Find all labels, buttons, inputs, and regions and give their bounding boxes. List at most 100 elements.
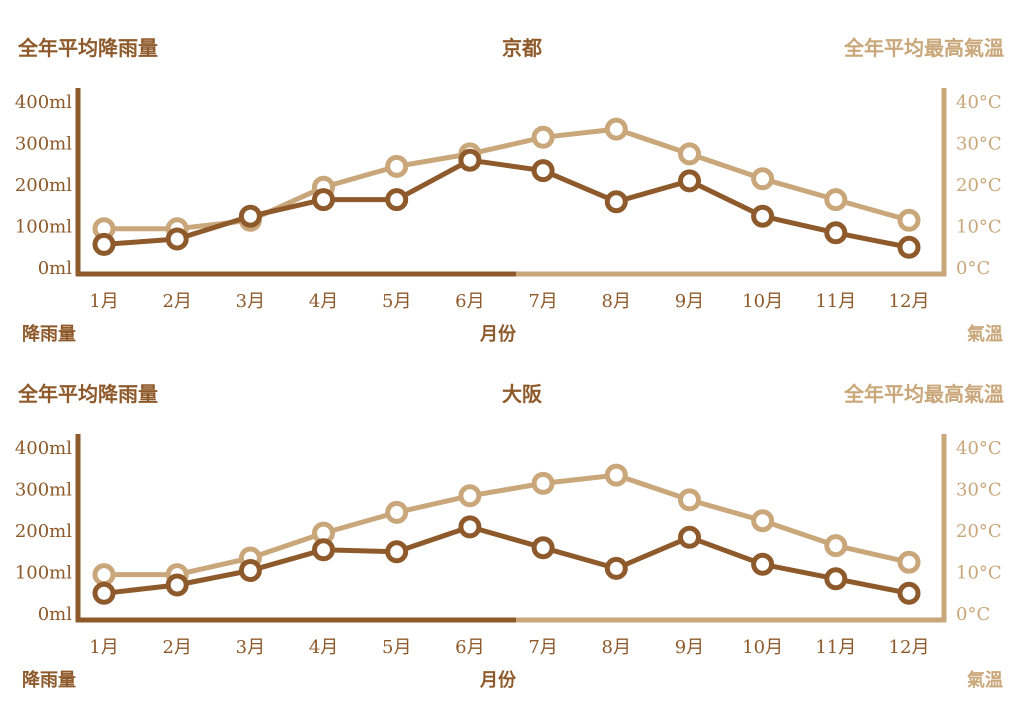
rain-sub-label: 降雨量 xyxy=(22,669,76,691)
x-tick-label: 6月 xyxy=(455,637,484,658)
temp-sub-label: 氣溫 xyxy=(967,323,1003,345)
x-tick-label: 5月 xyxy=(382,637,411,658)
right-tick-label: 40°C xyxy=(956,438,1002,459)
rainfall-point xyxy=(751,204,775,228)
temperature-point xyxy=(531,125,555,149)
temperature-point xyxy=(604,463,628,487)
right-tick-label: 20°C xyxy=(956,521,1002,542)
left-tick-label: 0ml xyxy=(38,258,73,279)
rainfall-point xyxy=(458,515,482,539)
x-tick-label: 1月 xyxy=(89,291,118,312)
x-tick-label: 3月 xyxy=(236,637,265,658)
rainfall-point xyxy=(897,235,921,259)
rainfall-line xyxy=(103,524,910,596)
x-tick-label: 8月 xyxy=(602,291,631,312)
right-tick-label: 10°C xyxy=(956,563,1002,584)
temperature-point xyxy=(824,188,848,212)
chart-1: 全年平均降雨量 京都 全年平均最高氣溫 0ml 100ml 200ml 300ml 400ml… xyxy=(15,36,1004,345)
left-tick-label: 100ml xyxy=(15,563,72,584)
x-tick-label: 8月 xyxy=(602,637,631,658)
x-tick-label: 12月 xyxy=(889,291,930,312)
temperature-point xyxy=(678,488,701,512)
left-axis-title: 全年平均降雨量 xyxy=(17,36,158,60)
rainfall-point xyxy=(165,227,189,251)
temperature-line xyxy=(104,472,910,578)
right-axis-title: 全年平均最高氣溫 xyxy=(843,382,1004,406)
rainfall-point xyxy=(92,232,116,256)
temperature-point xyxy=(897,550,921,574)
x-tick-label: 1月 xyxy=(89,637,118,658)
chart-2: 全年平均降雨量 大阪 全年平均最高氣溫 0ml 100ml 200ml 300ml 400ml… xyxy=(15,382,1004,691)
temperature-point xyxy=(92,563,116,587)
rainfall-point xyxy=(312,188,335,212)
right-tick-label: 0°C xyxy=(956,604,990,625)
chart-title: 京都 xyxy=(502,36,542,60)
rainfall-line xyxy=(103,157,910,250)
right-tick-label: 20°C xyxy=(956,175,1002,196)
right-tick-label: 30°C xyxy=(956,480,1002,501)
right-tick-label: 40°C xyxy=(956,92,1002,113)
month-sub-label: 月份 xyxy=(479,669,517,691)
x-tick-label: 10月 xyxy=(742,637,783,658)
temperature-point xyxy=(458,484,482,508)
x-tick-label: 11月 xyxy=(815,291,856,312)
left-tick-label: 100ml xyxy=(15,217,72,238)
x-tick-label: 12月 xyxy=(889,637,930,658)
right-tick-label: 10°C xyxy=(956,217,1002,238)
temperature-point xyxy=(751,167,775,191)
rainfall-point xyxy=(458,148,482,172)
temp-sub-label: 氣溫 xyxy=(967,669,1003,691)
rainfall-point xyxy=(604,556,628,580)
rainfall-point xyxy=(92,581,116,605)
temperature-point xyxy=(678,142,701,166)
rainfall-point xyxy=(824,567,848,591)
x-tick-label: 7月 xyxy=(528,291,557,312)
rainfall-point xyxy=(531,536,555,560)
left-axis-title: 全年平均降雨量 xyxy=(17,382,158,406)
left-tick-label: 400ml xyxy=(15,438,72,459)
left-tick-label: 0ml xyxy=(38,604,73,625)
temperature-point xyxy=(531,471,555,495)
x-tick-label: 2月 xyxy=(162,291,191,312)
x-tick-label: 5月 xyxy=(382,291,411,312)
x-tick-label: 9月 xyxy=(675,291,704,312)
temperature-point xyxy=(385,500,409,524)
temperature-point xyxy=(751,509,775,533)
right-axis-title: 全年平均最高氣溫 xyxy=(843,36,1004,60)
x-tick-label: 4月 xyxy=(309,291,338,312)
right-tick-label: 0°C xyxy=(956,258,990,279)
left-tick-label: 200ml xyxy=(15,175,72,196)
left-tick-label: 300ml xyxy=(15,480,72,501)
x-tick-label: 2月 xyxy=(162,637,191,658)
x-tick-label: 10月 xyxy=(742,291,783,312)
rainfall-point xyxy=(238,559,262,582)
rainfall-point xyxy=(385,188,409,212)
left-tick-label: 400ml xyxy=(15,92,72,113)
rainfall-point xyxy=(531,159,555,183)
x-tick-label: 4月 xyxy=(309,637,338,658)
rainfall-point xyxy=(385,540,409,564)
temperature-point xyxy=(897,208,921,232)
left-tick-label: 300ml xyxy=(15,134,72,155)
x-tick-label: 3月 xyxy=(236,291,265,312)
rainfall-point xyxy=(678,525,701,549)
right-tick-label: 30°C xyxy=(956,134,1002,155)
rain-sub-label: 降雨量 xyxy=(22,323,76,345)
rainfall-point xyxy=(165,573,189,597)
x-tick-label: 11月 xyxy=(815,637,856,658)
temperature-point xyxy=(385,154,409,178)
month-sub-label: 月份 xyxy=(479,323,517,345)
rainfall-point xyxy=(751,552,775,576)
temperature-point xyxy=(604,117,628,141)
temperature-point xyxy=(824,534,848,558)
rainfall-point xyxy=(824,221,848,245)
rainfall-point xyxy=(604,190,628,214)
chart-title: 大阪 xyxy=(502,382,543,406)
rainfall-point xyxy=(238,204,262,228)
x-tick-label: 9月 xyxy=(675,637,704,658)
rainfall-point xyxy=(312,538,335,562)
rainfall-point xyxy=(678,169,701,193)
rainfall-point xyxy=(897,581,921,605)
x-tick-label: 6月 xyxy=(455,291,484,312)
